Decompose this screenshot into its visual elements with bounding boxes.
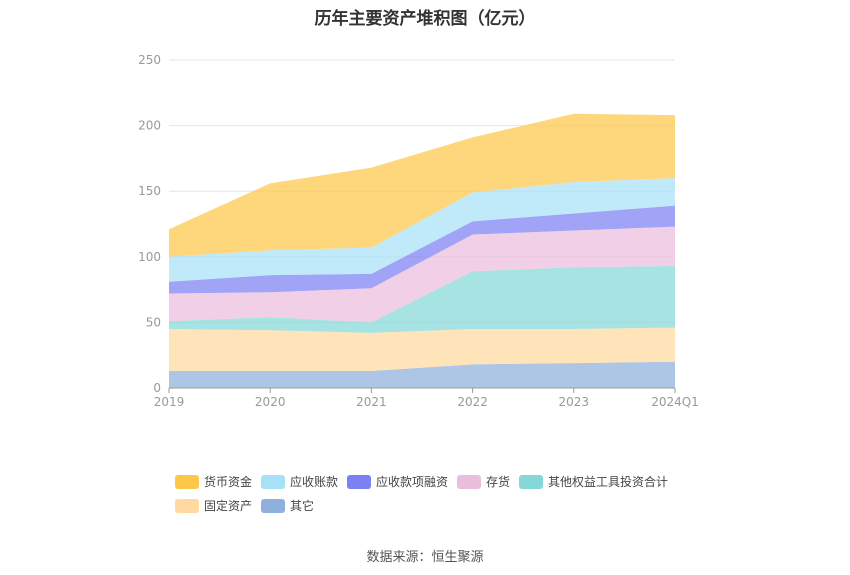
legend-item[interactable]: 应收款项融资 [347, 474, 448, 489]
legend-item[interactable]: 应收账款 [261, 474, 338, 489]
area-series-layer [169, 113, 675, 388]
x-tick-label: 2023 [559, 395, 590, 409]
legend-label: 固定资产 [204, 498, 252, 513]
x-tick-label: 2020 [255, 395, 286, 409]
y-tick-label: 250 [138, 53, 161, 67]
chart-title: 历年主要资产堆积图（亿元） [314, 9, 536, 29]
axes: 0 50 100 150 200 250 2019 2020 2021 2022 2023 2024Q… [138, 53, 699, 409]
data-source-note: 数据来源：恒生聚源 [366, 550, 484, 565]
y-tick-label: 100 [138, 250, 161, 264]
legend-swatch [519, 475, 543, 489]
x-tick-label: 2024Q1 [651, 395, 699, 409]
legend-swatch [261, 475, 285, 489]
area-series-2[interactable] [169, 327, 675, 371]
legend-item[interactable]: 固定资产 [175, 498, 252, 513]
y-tick-label: 0 [153, 381, 161, 395]
area-series-6[interactable] [169, 178, 675, 282]
x-tick-label: 2022 [457, 395, 488, 409]
legend-swatch [261, 499, 285, 513]
legend-label: 应收款项融资 [376, 474, 448, 489]
legend-label: 应收账款 [290, 474, 338, 489]
legend-item[interactable]: 货币资金 [175, 474, 252, 489]
legend-label: 货币资金 [204, 474, 252, 489]
legend-label: 存货 [486, 474, 510, 489]
legend-swatch [175, 499, 199, 513]
legend-item[interactable]: 存货 [457, 474, 510, 489]
area-series-1[interactable] [169, 361, 675, 388]
legend-label: 其它 [290, 498, 314, 513]
y-tick-label: 200 [138, 119, 161, 133]
legend-swatch [347, 475, 371, 489]
legend-swatch [175, 475, 199, 489]
area-series-4[interactable] [169, 226, 675, 323]
legend-swatch [457, 475, 481, 489]
area-series-5[interactable] [169, 205, 675, 294]
x-tick-label: 2021 [356, 395, 387, 409]
legend-label: 其他权益工具投资合计 [548, 474, 668, 489]
x-tick-label: 2019 [154, 395, 185, 409]
area-series-3[interactable] [169, 265, 675, 333]
legend-item[interactable]: 其它 [261, 498, 314, 513]
legend-item[interactable]: 其他权益工具投资合计 [519, 474, 668, 489]
area-series-7[interactable] [169, 113, 675, 257]
y-tick-label: 50 [146, 315, 161, 329]
y-tick-label: 150 [138, 184, 161, 198]
